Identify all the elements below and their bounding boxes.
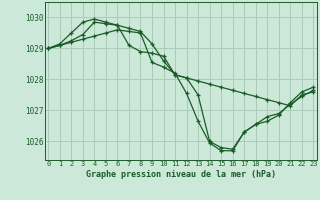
X-axis label: Graphe pression niveau de la mer (hPa): Graphe pression niveau de la mer (hPa) [86,170,276,179]
